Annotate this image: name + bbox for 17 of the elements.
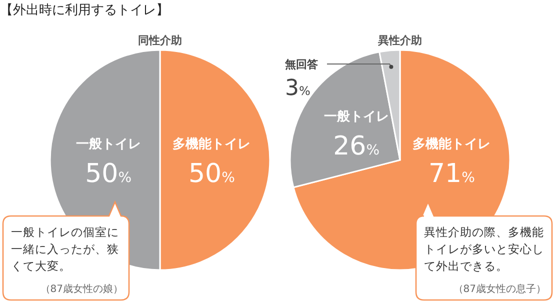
chart-title: 【外出時に利用するトイレ】 (0, 3, 169, 18)
text: （87歳女性の息子） (453, 283, 546, 295)
chart-subtitle: 同性介助 (138, 34, 182, 47)
data-label: 3% (285, 76, 310, 101)
text: 一般トイレの個室に一緒に入ったが、狭くて大変。 (11, 225, 119, 273)
data-label: 26% (333, 131, 380, 162)
data-label: 71% (428, 159, 475, 189)
slice-label: 多機能トイレ (412, 136, 491, 152)
text: （87歳女性の娘） (40, 283, 123, 295)
text: 異性介助の際、多機能トイレが多いと安心して外出できる。 (424, 225, 544, 273)
data-label: 50% (188, 159, 235, 189)
slice-label: 一般トイレ (76, 137, 141, 152)
chart-subtitle: 異性介助 (377, 34, 422, 47)
slice-label: 多機能トイレ (172, 136, 251, 152)
slice-label: 一般トイレ (324, 109, 389, 124)
slice-label: 無回答 (284, 58, 319, 71)
data-label: 50% (85, 159, 132, 189)
